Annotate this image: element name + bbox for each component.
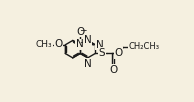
Text: S: S xyxy=(99,48,105,58)
Text: N: N xyxy=(96,40,104,50)
Text: N: N xyxy=(84,59,92,69)
Text: O: O xyxy=(55,39,63,49)
Text: +: + xyxy=(79,38,86,48)
Text: O: O xyxy=(115,48,123,58)
Text: O: O xyxy=(76,27,84,37)
Text: CH₂CH₃: CH₂CH₃ xyxy=(129,42,160,51)
Text: −: − xyxy=(79,26,87,35)
Text: O: O xyxy=(109,65,117,75)
Text: N: N xyxy=(76,39,84,49)
Text: N: N xyxy=(84,35,92,45)
Text: CH₃: CH₃ xyxy=(36,40,52,49)
